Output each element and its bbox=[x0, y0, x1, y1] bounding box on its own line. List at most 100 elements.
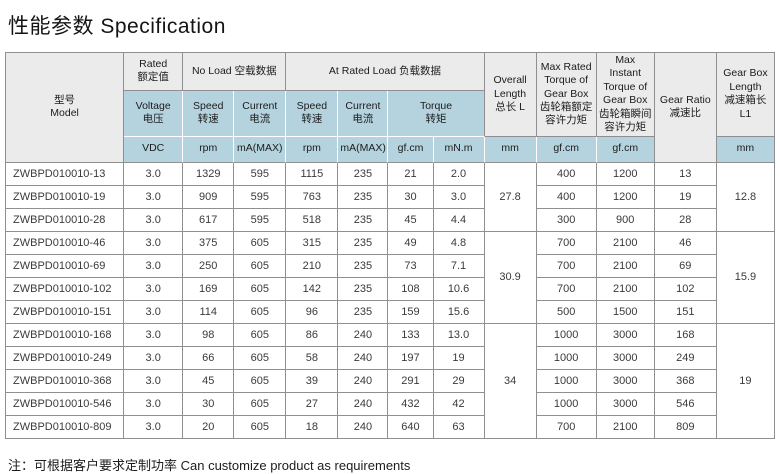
cell-no-load-current: 605 bbox=[234, 254, 287, 278]
cell-max-rated-torque: 300 bbox=[536, 208, 597, 232]
unit-rpm-no-load: rpm bbox=[183, 136, 235, 163]
cell-model: ZWBPD010010-809 bbox=[6, 415, 125, 439]
cell-gear-ratio: 102 bbox=[654, 277, 717, 301]
unit-gf-cm-max-rated: gf.cm bbox=[536, 136, 597, 163]
cell-no-load-speed: 20 bbox=[183, 415, 235, 439]
cell-torque-mnm: 29 bbox=[433, 369, 485, 393]
cell-gear-ratio: 13 bbox=[654, 162, 717, 186]
cell-model: ZWBPD010010-19 bbox=[6, 185, 125, 209]
header-max-rated-torque: Max Rated Torque of Gear Box 齿轮箱额定 容许力矩 bbox=[536, 53, 597, 137]
spec-row: ZWBPD010010-19 3.0 909 595 763 235 30 3.0 400 120… bbox=[6, 185, 775, 209]
cell-voltage: 3.0 bbox=[124, 162, 184, 186]
cell-max-rated-torque: 700 bbox=[536, 254, 597, 278]
cell-no-load-current: 595 bbox=[234, 208, 287, 232]
cell-load-current: 240 bbox=[338, 346, 389, 370]
cell-max-rated-torque: 700 bbox=[536, 277, 597, 301]
spec-row: ZWBPD010010-168 3.0 98 605 86 240 133 13.0 34 100… bbox=[6, 323, 775, 439]
header-voltage: Voltage 电压 bbox=[124, 90, 184, 137]
cell-gear-ratio: 28 bbox=[654, 208, 717, 232]
cell-overall-length: 27.8 bbox=[484, 162, 537, 232]
cell-max-rated-torque: 400 bbox=[536, 185, 597, 209]
cell-no-load-speed: 169 bbox=[183, 277, 235, 301]
cell-torque-gfcm: 640 bbox=[388, 415, 434, 439]
cell-model: ZWBPD010010-151 bbox=[6, 300, 125, 324]
cell-load-current: 235 bbox=[338, 277, 389, 301]
spec-row: ZWBPD010010-368 3.0 45 605 39 240 291 29 1000 300… bbox=[6, 369, 775, 393]
cell-model: ZWBPD010010-69 bbox=[6, 254, 125, 278]
cell-voltage: 3.0 bbox=[124, 323, 184, 347]
cell-model: ZWBPD010010-102 bbox=[6, 277, 125, 301]
cell-torque-gfcm: 159 bbox=[388, 300, 434, 324]
spec-table-body: ZWBPD010010-13 3.0 1329 595 1115 235 21 2.0 27.8… bbox=[6, 162, 775, 439]
spec-row: ZWBPD010010-13 3.0 1329 595 1115 235 21 2.0 27.8… bbox=[6, 162, 775, 232]
cell-max-instant-torque: 1200 bbox=[596, 185, 655, 209]
cell-no-load-speed: 114 bbox=[183, 300, 235, 324]
cell-no-load-speed: 30 bbox=[183, 392, 235, 416]
cell-no-load-current: 595 bbox=[234, 185, 287, 209]
header-rated: Rated 额定值 bbox=[124, 53, 184, 91]
cell-no-load-current: 605 bbox=[234, 392, 287, 416]
cell-gear-ratio: 809 bbox=[654, 415, 717, 439]
cell-voltage: 3.0 bbox=[124, 231, 184, 255]
cell-gear-ratio: 69 bbox=[654, 254, 717, 278]
cell-no-load-current: 605 bbox=[234, 300, 287, 324]
cell-torque-mnm: 63 bbox=[433, 415, 485, 439]
cell-voltage: 3.0 bbox=[124, 392, 184, 416]
cell-max-rated-torque: 500 bbox=[536, 300, 597, 324]
header-no-load: No Load 空载数据 bbox=[183, 53, 287, 91]
cell-max-instant-torque: 2100 bbox=[596, 415, 655, 439]
cell-overall-length: 30.9 bbox=[484, 231, 537, 324]
cell-max-rated-torque: 1000 bbox=[536, 346, 597, 370]
cell-voltage: 3.0 bbox=[124, 254, 184, 278]
cell-max-rated-torque: 700 bbox=[536, 231, 597, 255]
cell-torque-gfcm: 30 bbox=[388, 185, 434, 209]
header-gear-ratio: Gear Ratio 减速比 bbox=[654, 53, 717, 163]
cell-load-current: 235 bbox=[338, 185, 389, 209]
header-model: 型号 Model bbox=[6, 53, 125, 163]
cell-gear-ratio: 151 bbox=[654, 300, 717, 324]
header-torque: Torque 转矩 bbox=[388, 90, 485, 137]
cell-load-speed: 210 bbox=[286, 254, 339, 278]
page-title: 性能参数 Specification bbox=[8, 15, 226, 38]
cell-torque-mnm: 42 bbox=[433, 392, 485, 416]
cell-load-speed: 39 bbox=[286, 369, 339, 393]
unit-vdc: VDC bbox=[124, 136, 184, 163]
cell-torque-mnm: 3.0 bbox=[433, 185, 485, 209]
cell-max-rated-torque: 1000 bbox=[536, 323, 597, 347]
cell-load-speed: 1115 bbox=[286, 162, 339, 186]
cell-torque-mnm: 10.6 bbox=[433, 277, 485, 301]
unit-gf-cm-torque: gf.cm bbox=[388, 136, 434, 163]
cell-load-current: 240 bbox=[338, 323, 389, 347]
unit-gf-cm-max-instant: gf.cm bbox=[596, 136, 655, 163]
cell-load-speed: 58 bbox=[286, 346, 339, 370]
header-load-current: Current 电流 bbox=[338, 90, 389, 137]
cell-no-load-speed: 45 bbox=[183, 369, 235, 393]
header-load-speed: Speed 转速 bbox=[286, 90, 339, 137]
cell-model: ZWBPD010010-368 bbox=[6, 369, 125, 393]
cell-torque-gfcm: 21 bbox=[388, 162, 434, 186]
cell-max-instant-torque: 3000 bbox=[596, 346, 655, 370]
cell-overall-length: 34 bbox=[484, 323, 537, 439]
cell-gear-ratio: 46 bbox=[654, 231, 717, 255]
cell-max-instant-torque: 3000 bbox=[596, 369, 655, 393]
cell-torque-gfcm: 108 bbox=[388, 277, 434, 301]
cell-no-load-current: 605 bbox=[234, 277, 287, 301]
cell-no-load-current: 605 bbox=[234, 346, 287, 370]
cell-torque-mnm: 15.6 bbox=[433, 300, 485, 324]
specification-table: 型号 Model Rated 额定值 No Load 空载数据 At Rated… bbox=[5, 52, 775, 439]
cell-torque-gfcm: 73 bbox=[388, 254, 434, 278]
unit-mn-m-torque: mN.m bbox=[433, 136, 485, 163]
cell-voltage: 3.0 bbox=[124, 185, 184, 209]
cell-load-current: 235 bbox=[338, 254, 389, 278]
cell-voltage: 3.0 bbox=[124, 415, 184, 439]
cell-gear-ratio: 249 bbox=[654, 346, 717, 370]
cell-model: ZWBPD010010-249 bbox=[6, 346, 125, 370]
unit-mm-overall: mm bbox=[484, 136, 537, 163]
cell-max-rated-torque: 1000 bbox=[536, 392, 597, 416]
spec-row: ZWBPD010010-151 3.0 114 605 96 235 159 15.6 500 1… bbox=[6, 300, 775, 324]
cell-voltage: 3.0 bbox=[124, 346, 184, 370]
cell-model: ZWBPD010010-28 bbox=[6, 208, 125, 232]
spec-row: ZWBPD010010-809 3.0 20 605 18 240 640 63 700 2100… bbox=[6, 415, 775, 439]
cell-voltage: 3.0 bbox=[124, 277, 184, 301]
cell-load-speed: 18 bbox=[286, 415, 339, 439]
